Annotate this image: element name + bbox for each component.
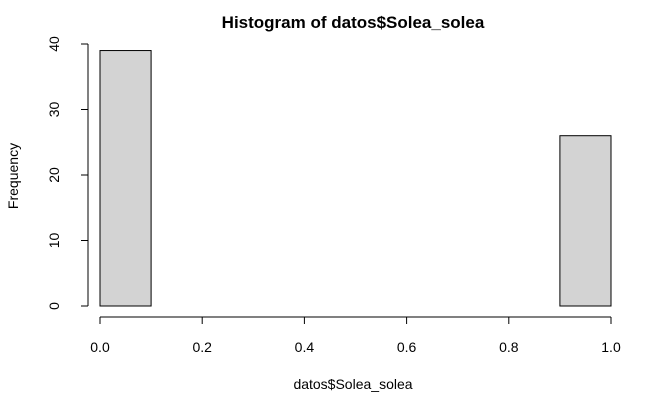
bars-group — [99, 50, 612, 307]
y-tick-label: 0 — [46, 302, 62, 310]
y-tick-label: 20 — [46, 167, 62, 183]
x-tick-label: 0.0 — [90, 339, 110, 355]
x-tick-label: 0.8 — [499, 339, 519, 355]
x-tick-label: 0.4 — [295, 339, 315, 355]
x-axis: 0.0 0.2 0.4 0.6 0.8 1.0 — [90, 316, 621, 355]
x-axis-label: datos$Solea_solea — [293, 376, 412, 392]
y-axis: 0 10 20 30 40 — [46, 36, 89, 310]
y-tick-label: 40 — [46, 36, 62, 52]
histogram-bar-9 — [559, 135, 612, 307]
y-axis-label: Frequency — [5, 143, 21, 209]
histogram-bar-0 — [99, 50, 152, 307]
chart-title: Histogram of datos$Solea_solea — [222, 13, 485, 32]
x-tick-label: 0.6 — [397, 339, 417, 355]
x-tick-label: 0.2 — [192, 339, 212, 355]
y-tick-label: 30 — [46, 102, 62, 118]
x-tick-label: 1.0 — [601, 339, 621, 355]
y-tick-label: 10 — [46, 233, 62, 249]
